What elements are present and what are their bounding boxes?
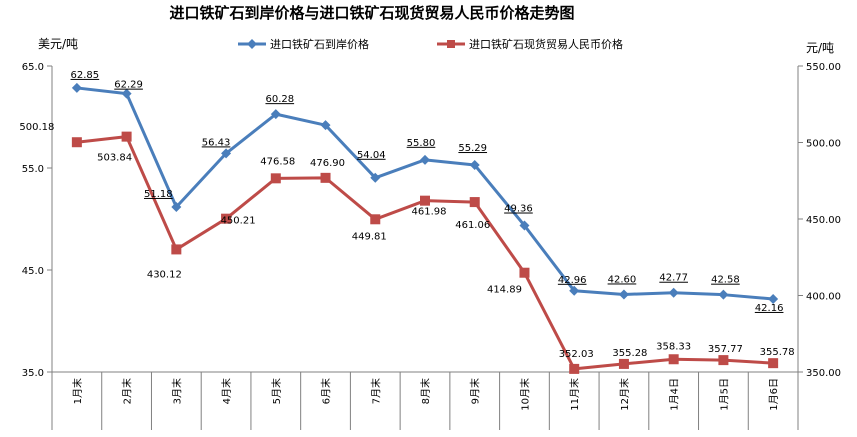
data-label-rmb-spot-price: 476.90: [310, 158, 345, 169]
legend-marker-right-series: [447, 40, 455, 48]
point-rmb-spot-price: [71, 137, 82, 148]
x-tick-label: 8月末: [419, 378, 432, 404]
left-tick-label: 65.0: [22, 62, 44, 73]
point-rmb-spot-price: [668, 354, 679, 365]
data-label-usd-cif-price: 55.80: [407, 138, 436, 149]
point-usd-cif-price: [420, 154, 430, 165]
right-axis-unit: 元/吨: [806, 41, 834, 55]
data-label-rmb-spot-price: 476.58: [260, 156, 295, 167]
legend: 进口铁矿石到岸价格 进口铁矿石现货贸易人民币价格: [238, 37, 623, 51]
data-label-rmb-spot-price: 357.77: [708, 344, 743, 355]
right-tick-label: 400.00: [806, 292, 841, 303]
point-usd-cif-price: [718, 289, 729, 300]
point-usd-cif-price: [171, 201, 182, 212]
point-rmb-spot-price: [221, 213, 232, 224]
legend-marker-left-series: [247, 39, 257, 49]
x-tick-label: 2月末: [121, 378, 134, 404]
data-label-usd-cif-price: 60.28: [265, 94, 294, 105]
x-tick-label: 1月6日: [768, 378, 780, 411]
data-label-usd-cif-price: 42.60: [608, 274, 637, 285]
data-label-rmb-spot-price: 450.21: [221, 216, 256, 227]
data-labels: 62.85 62.29 51.18 56.43 60.28 54.04 55.80 55.29…: [19, 70, 794, 360]
data-label-rmb-spot-price: 358.33: [656, 341, 691, 352]
x-tick-label: 1月4日: [669, 378, 681, 411]
legend-label-right-series: 进口铁矿石现货贸易人民币价格: [469, 37, 623, 51]
data-label-usd-cif-price: 62.29: [114, 80, 143, 91]
data-label-rmb-spot-price: 500.18: [19, 122, 54, 133]
point-rmb-spot-price: [469, 197, 480, 208]
x-tick-label: 9月末: [469, 378, 482, 404]
right-tick-label: 550.00: [806, 62, 841, 73]
point-rmb-spot-price: [618, 358, 629, 369]
point-usd-cif-price: [618, 289, 629, 300]
left-tick-label: 45.0: [22, 266, 44, 277]
point-usd-cif-price: [370, 172, 381, 183]
data-label-usd-cif-price: 56.43: [202, 137, 231, 148]
data-label-usd-cif-price: 54.04: [357, 150, 386, 161]
point-usd-cif-price: [71, 82, 82, 93]
data-label-usd-cif-price: 42.58: [711, 275, 740, 286]
point-rmb-spot-price: [171, 244, 182, 255]
point-usd-cif-price: [469, 160, 480, 171]
point-rmb-spot-price: [718, 355, 729, 366]
x-tick-label: 6月末: [320, 378, 333, 404]
series-markers: [71, 82, 779, 374]
x-tick-label: 4月末: [220, 378, 233, 404]
x-tick-label: 12月末: [618, 378, 631, 411]
point-rmb-spot-price: [320, 172, 331, 183]
left-y-axis: 35.0 45.0 55.0 65.0: [22, 62, 52, 379]
data-label-usd-cif-price: 42.77: [659, 273, 688, 284]
data-label-rmb-spot-price: 503.84: [97, 153, 132, 164]
left-tick-label: 35.0: [22, 368, 44, 379]
x-tick-label: 1月5日: [718, 378, 730, 411]
x-axis: 1月末 2月末 3月末 4月末 5月末 6月末 7月末 8月末 9月末 10月末 11月末 12月末 1…: [51, 372, 799, 430]
left-tick-label: 55.0: [22, 164, 44, 175]
point-rmb-spot-price: [370, 214, 381, 225]
data-label-rmb-spot-price: 461.06: [455, 220, 490, 231]
data-label-rmb-spot-price: 355.78: [760, 347, 795, 358]
point-usd-cif-price: [519, 220, 530, 231]
point-rmb-spot-price: [569, 363, 580, 374]
left-axis-unit: 美元/吨: [38, 37, 78, 51]
x-tick-label: 1月末: [71, 378, 84, 404]
point-rmb-spot-price: [519, 267, 530, 278]
x-tick-label: 3月末: [170, 378, 183, 404]
x-tick-label: 11月末: [568, 378, 581, 411]
data-label-rmb-spot-price: 414.89: [487, 285, 522, 296]
point-rmb-spot-price: [768, 358, 779, 369]
point-usd-cif-price: [270, 109, 281, 120]
data-label-usd-cif-price: 51.18: [144, 189, 173, 200]
right-y-axis: 350.00 400.00 450.00 500.00 550.00: [798, 62, 841, 379]
x-tick-label: 7月末: [369, 378, 382, 404]
data-label-usd-cif-price: 62.85: [71, 70, 100, 81]
point-usd-cif-price: [768, 293, 779, 304]
point-usd-cif-price: [121, 88, 132, 99]
line-usd-cif-price: [76, 86, 774, 301]
legend-label-left-series: 进口铁矿石到岸价格: [270, 37, 369, 51]
point-rmb-spot-price: [420, 195, 430, 206]
x-tick-label: 5月末: [270, 378, 283, 404]
data-label-rmb-spot-price: 352.03: [559, 349, 594, 360]
right-tick-label: 500.00: [806, 139, 841, 150]
data-label-rmb-spot-price: 461.98: [412, 207, 447, 218]
point-usd-cif-price: [221, 148, 232, 159]
right-tick-label: 450.00: [806, 215, 841, 226]
data-label-usd-cif-price: 42.16: [755, 303, 784, 314]
data-label-rmb-spot-price: 430.12: [147, 269, 182, 280]
data-label-usd-cif-price: 42.96: [558, 275, 587, 286]
data-label-usd-cif-price: 55.29: [458, 143, 487, 154]
point-rmb-spot-price: [121, 131, 132, 142]
series-lines: [76, 86, 774, 371]
point-usd-cif-price: [569, 285, 580, 296]
data-label-rmb-spot-price: 449.81: [352, 231, 387, 242]
point-usd-cif-price: [668, 287, 679, 298]
point-rmb-spot-price: [270, 173, 281, 184]
chart-title: 进口铁矿石到岸价格与进口铁矿石现货贸易人民币价格走势图: [169, 4, 574, 22]
data-label-usd-cif-price: 49.36: [504, 204, 533, 215]
data-label-rmb-spot-price: 355.28: [612, 348, 647, 359]
point-usd-cif-price: [320, 120, 331, 131]
right-tick-label: 350.00: [806, 368, 841, 379]
x-tick-label: 10月末: [518, 378, 531, 411]
